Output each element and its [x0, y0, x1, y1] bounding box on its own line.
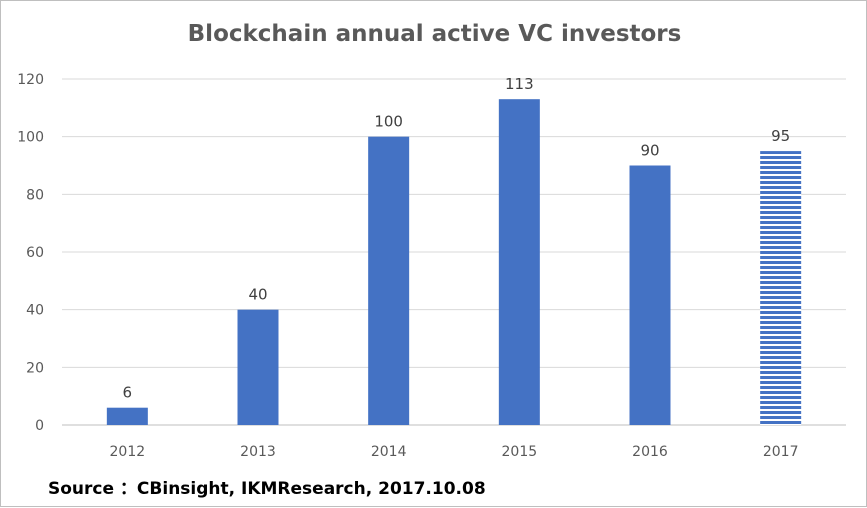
x-tick-label: 2017 [763, 444, 799, 460]
bar [629, 165, 671, 425]
bar [237, 309, 279, 425]
x-tick-label: 2016 [632, 444, 668, 460]
data-label: 100 [374, 113, 403, 131]
y-tick-label: 100 [17, 130, 44, 146]
bar [498, 99, 540, 425]
x-tick-label: 2014 [371, 444, 407, 460]
y-tick-label: 60 [26, 245, 44, 261]
chart-title: Blockchain annual active VC investors [187, 21, 682, 47]
data-label: 90 [640, 142, 659, 160]
data-label: 40 [248, 286, 267, 304]
y-tick-label: 0 [35, 418, 44, 434]
bar [368, 136, 410, 425]
bar [106, 407, 148, 425]
data-label: 6 [123, 384, 133, 402]
source-note: Source ：CBinsight, IKMResearch, 2017.10.… [48, 479, 486, 499]
data-label: 95 [771, 127, 790, 145]
y-tick-label: 20 [26, 360, 44, 376]
bar [760, 151, 802, 426]
x-tick-label: 2012 [110, 444, 146, 460]
y-tick-label: 40 [26, 303, 44, 319]
y-tick-label: 80 [26, 187, 44, 203]
x-tick-label: 2013 [240, 444, 276, 460]
x-tick-label: 2015 [502, 444, 538, 460]
y-tick-label: 120 [17, 72, 44, 88]
data-label: 113 [505, 75, 534, 93]
